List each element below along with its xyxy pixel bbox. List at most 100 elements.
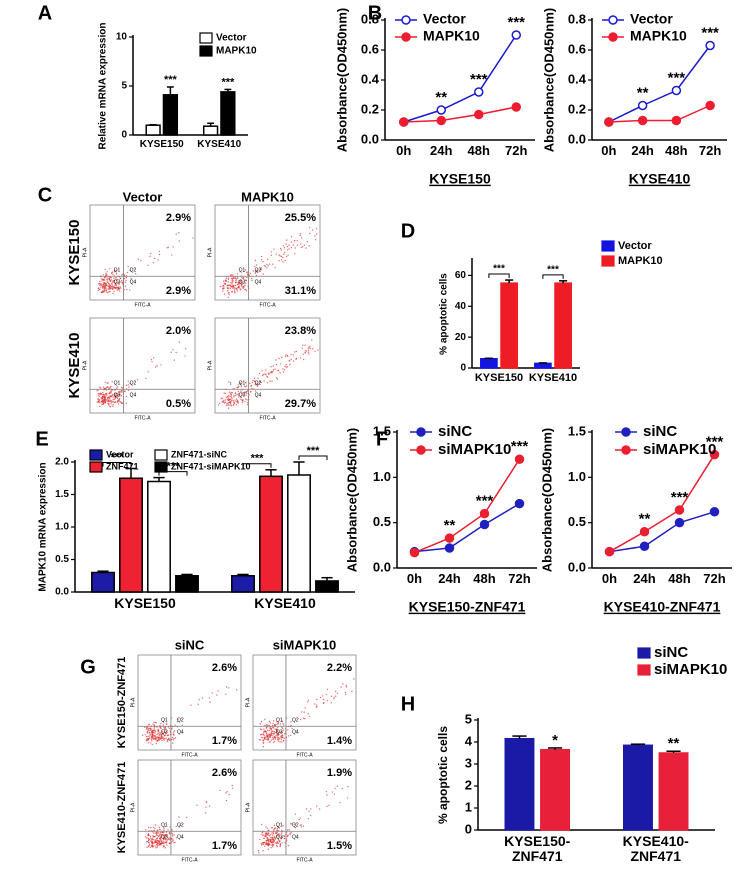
event-dot — [276, 736, 279, 738]
event-dot — [165, 840, 168, 843]
event-dot — [323, 698, 325, 701]
event-dot — [262, 850, 264, 852]
legend-swatch — [154, 461, 168, 473]
event-dot — [208, 805, 211, 807]
event-dot — [254, 384, 256, 386]
significance-bracket — [102, 462, 132, 467]
event-dot — [146, 837, 148, 839]
event-dot — [175, 233, 177, 235]
event-dot — [229, 287, 232, 289]
event-dot — [272, 369, 275, 371]
legend-swatch — [601, 255, 615, 267]
event-dot — [280, 730, 283, 732]
event-dot — [177, 718, 179, 721]
event-dot — [231, 784, 233, 787]
event-dot — [115, 273, 118, 275]
event-dot — [159, 829, 161, 831]
event-dot — [268, 741, 270, 743]
y-tick-label: 1.0 — [568, 469, 586, 484]
event-dot — [268, 829, 270, 831]
event-dot — [148, 735, 150, 737]
event-dot — [242, 270, 245, 273]
significance-label: *** — [476, 493, 494, 510]
event-dot — [311, 229, 314, 231]
event-dot — [164, 726, 166, 728]
lower-right-percent: 1.7% — [212, 840, 237, 852]
event-dot — [147, 839, 150, 842]
event-dot — [154, 845, 156, 847]
quadrant-label: Q2 — [130, 268, 137, 274]
event-dot — [246, 271, 248, 274]
event-dot — [336, 692, 339, 694]
event-dot — [156, 839, 158, 842]
event-dot — [159, 832, 161, 834]
event-dot — [259, 381, 261, 383]
event-dot — [333, 696, 335, 698]
event-dot — [261, 374, 264, 377]
column-header: MAPK10 — [241, 189, 294, 204]
upper-right-percent: 2.0% — [166, 325, 191, 337]
event-dot — [106, 274, 108, 276]
event-dot — [265, 843, 267, 846]
event-dot — [257, 383, 259, 385]
event-dot — [114, 286, 116, 289]
event-dot — [277, 740, 280, 742]
quadrant-label: Q2 — [130, 381, 137, 387]
event-dot — [230, 281, 232, 284]
event-dot — [149, 733, 151, 735]
event-dot — [99, 405, 101, 408]
event-dot — [241, 286, 243, 288]
event-dot — [237, 386, 240, 388]
event-dot — [307, 713, 309, 715]
event-dot — [272, 727, 275, 729]
event-dot — [346, 797, 349, 799]
x-tick-label: KYSE150- ZNF471 — [504, 834, 571, 865]
event-dot — [273, 824, 276, 827]
event-dot — [261, 733, 263, 735]
data-point — [639, 526, 650, 537]
event-dot — [282, 729, 285, 731]
event-dot — [263, 728, 265, 730]
event-dot — [111, 380, 113, 383]
event-dot — [104, 283, 107, 285]
event-dot — [299, 718, 302, 721]
event-dot — [219, 285, 221, 288]
event-dot — [140, 260, 142, 262]
event-dot — [272, 370, 274, 373]
event-dot — [106, 278, 108, 280]
event-dot — [278, 737, 281, 740]
event-dot — [109, 276, 112, 278]
event-dot — [270, 833, 272, 836]
event-dot — [257, 850, 260, 852]
event-dot — [149, 255, 151, 257]
event-dot — [260, 255, 263, 258]
event-dot — [271, 832, 273, 834]
y-tick-label: 0.6 — [568, 41, 586, 56]
legend-marker — [401, 15, 411, 25]
event-dot — [217, 690, 219, 692]
event-dot — [222, 284, 225, 287]
event-dot — [269, 380, 271, 382]
x-tick-label-box: KYSE150- ZNF471 — [504, 834, 571, 865]
y-tick-label: 2.0 — [55, 457, 69, 468]
data-point — [514, 454, 525, 464]
legend-marker — [621, 445, 631, 455]
event-dot — [163, 836, 165, 838]
event-dot — [104, 401, 106, 404]
y-tick-label: 0.5 — [568, 514, 586, 529]
legend-label: siMAPK10 — [643, 441, 716, 458]
event-dot — [331, 791, 334, 793]
event-dot — [322, 702, 325, 705]
event-dot — [235, 404, 238, 406]
event-dot — [259, 838, 261, 840]
event-dot — [235, 278, 238, 280]
event-dot — [98, 399, 101, 401]
event-dot — [236, 393, 238, 396]
event-dot — [285, 255, 288, 258]
event-dot — [281, 832, 283, 834]
event-dot — [268, 720, 271, 722]
event-dot — [276, 841, 278, 843]
event-dot — [157, 259, 159, 261]
event-dot — [265, 826, 267, 828]
event-dot — [114, 269, 116, 271]
